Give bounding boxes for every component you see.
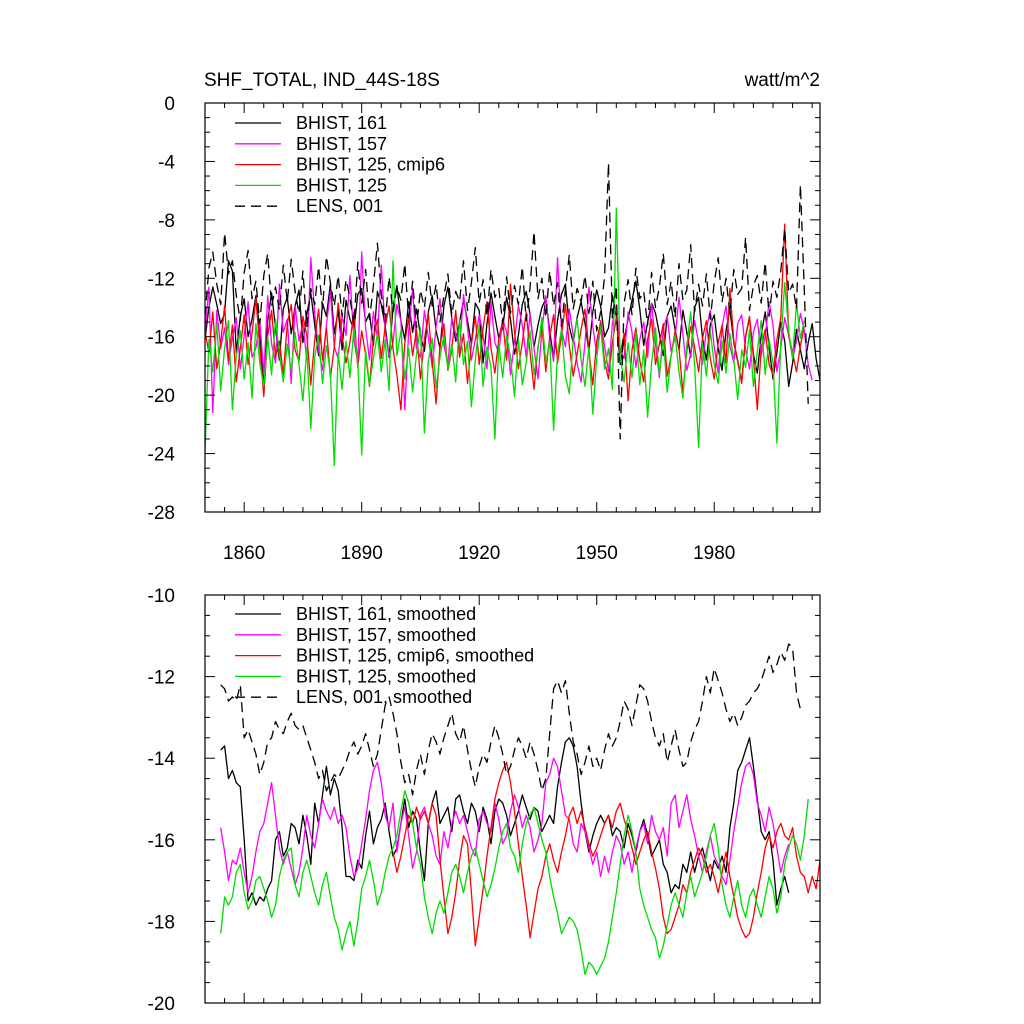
y-tick-label: -20 — [148, 994, 175, 1015]
y-tick-label: -16 — [148, 328, 175, 349]
legend-label: BHIST, 125, smoothed — [296, 666, 476, 686]
chart-title: SHF_TOTAL, IND_44S-18S — [204, 70, 440, 91]
y-tick-label: -18 — [148, 912, 175, 933]
x-tick-label: 1920 — [458, 543, 500, 564]
y-tick-label: -24 — [148, 445, 176, 466]
y-tick-label: -12 — [148, 668, 175, 689]
legend-label: BHIST, 125, cmip6, smoothed — [296, 646, 534, 666]
y-tick-label: -4 — [158, 152, 175, 173]
legend-label: BHIST, 157, smoothed — [296, 625, 476, 645]
series-line-0-2 — [205, 223, 805, 411]
legend-label: BHIST, 157 — [296, 134, 387, 154]
y-tick-label: -10 — [148, 586, 175, 607]
series-line-1-1 — [220, 757, 790, 894]
y-tick-label: -14 — [148, 749, 176, 770]
x-tick-label: 1980 — [693, 543, 735, 564]
y-tick-label: -8 — [158, 211, 175, 232]
legend-label: LENS, 001, smoothed — [296, 687, 472, 707]
top-panel: 0 -4 -8 -12 -16 -20 -24 -28 1860 1890 1920 1950 1980… — [148, 94, 821, 564]
series-line-1-0 — [220, 737, 790, 906]
x-tick-label: 1890 — [341, 543, 383, 564]
legend-label: BHIST, 125 — [296, 175, 387, 195]
series-line-0-4 — [205, 162, 809, 440]
series-line-1-2 — [392, 761, 820, 947]
x-tick-label: 1950 — [576, 543, 618, 564]
y-tick-label: -16 — [148, 831, 175, 852]
y-tick-label: -12 — [148, 269, 175, 290]
legend-label: BHIST, 161 — [296, 113, 387, 133]
series-line-0-3 — [205, 207, 805, 466]
legend-label: BHIST, 161, smoothed — [296, 604, 476, 624]
legend-label: BHIST, 125, cmip6 — [296, 155, 445, 175]
y-tick-label: -20 — [148, 386, 175, 407]
legend-label: LENS, 001 — [296, 196, 383, 216]
series-line-1-3 — [220, 790, 809, 976]
x-tick-label: 1860 — [223, 543, 265, 564]
series-line-1-4 — [220, 643, 802, 796]
y-tick-label: -28 — [148, 503, 175, 524]
y-tick-label: 0 — [164, 94, 175, 115]
units-label: watt/m^2 — [744, 70, 820, 91]
